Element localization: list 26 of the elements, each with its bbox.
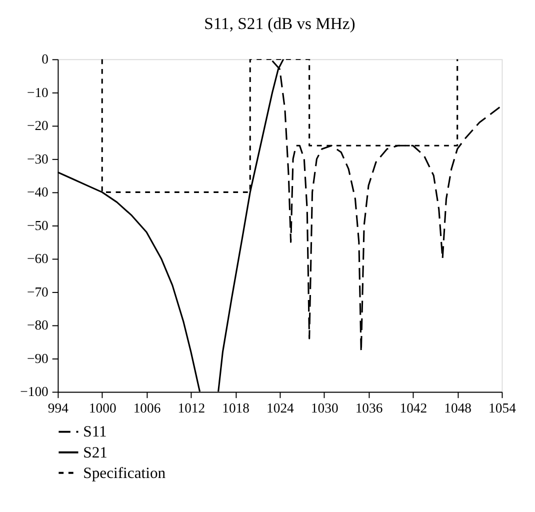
x-tick-label: 1030 <box>310 400 338 416</box>
y-tick-label: −40 <box>26 184 49 200</box>
y-tick-label: −70 <box>26 284 49 300</box>
legend-label: S21 <box>83 444 108 462</box>
y-tick-label: −60 <box>26 251 49 266</box>
y-tick-label: −20 <box>26 118 49 134</box>
x-tick-label: 1018 <box>222 400 250 416</box>
y-tick-label: −100 <box>20 384 49 400</box>
y-tick-label: −80 <box>26 318 49 333</box>
x-tick-label: 1000 <box>88 400 116 416</box>
x-tick-label: 1048 <box>444 400 472 416</box>
y-tick-label: −30 <box>26 151 49 166</box>
x-tick-label: 1006 <box>133 400 161 416</box>
y-tick-label: −10 <box>26 84 49 100</box>
x-tick-label: 1054 <box>488 400 516 416</box>
y-tick-label: −50 <box>26 218 49 233</box>
x-tick-label: 994 <box>48 400 69 416</box>
x-tick-label: 1036 <box>355 400 383 416</box>
chart-title: S11, S21 (dB vs MHz) <box>204 14 356 33</box>
legend-label: Specification <box>83 464 166 482</box>
legend-label: S11 <box>83 424 107 441</box>
y-tick-label: 0 <box>42 52 49 67</box>
x-tick-label: 1024 <box>266 400 294 416</box>
x-tick-label: 1042 <box>400 400 428 416</box>
x-tick-label: 1012 <box>178 400 206 416</box>
y-tick-label: −90 <box>26 350 49 366</box>
